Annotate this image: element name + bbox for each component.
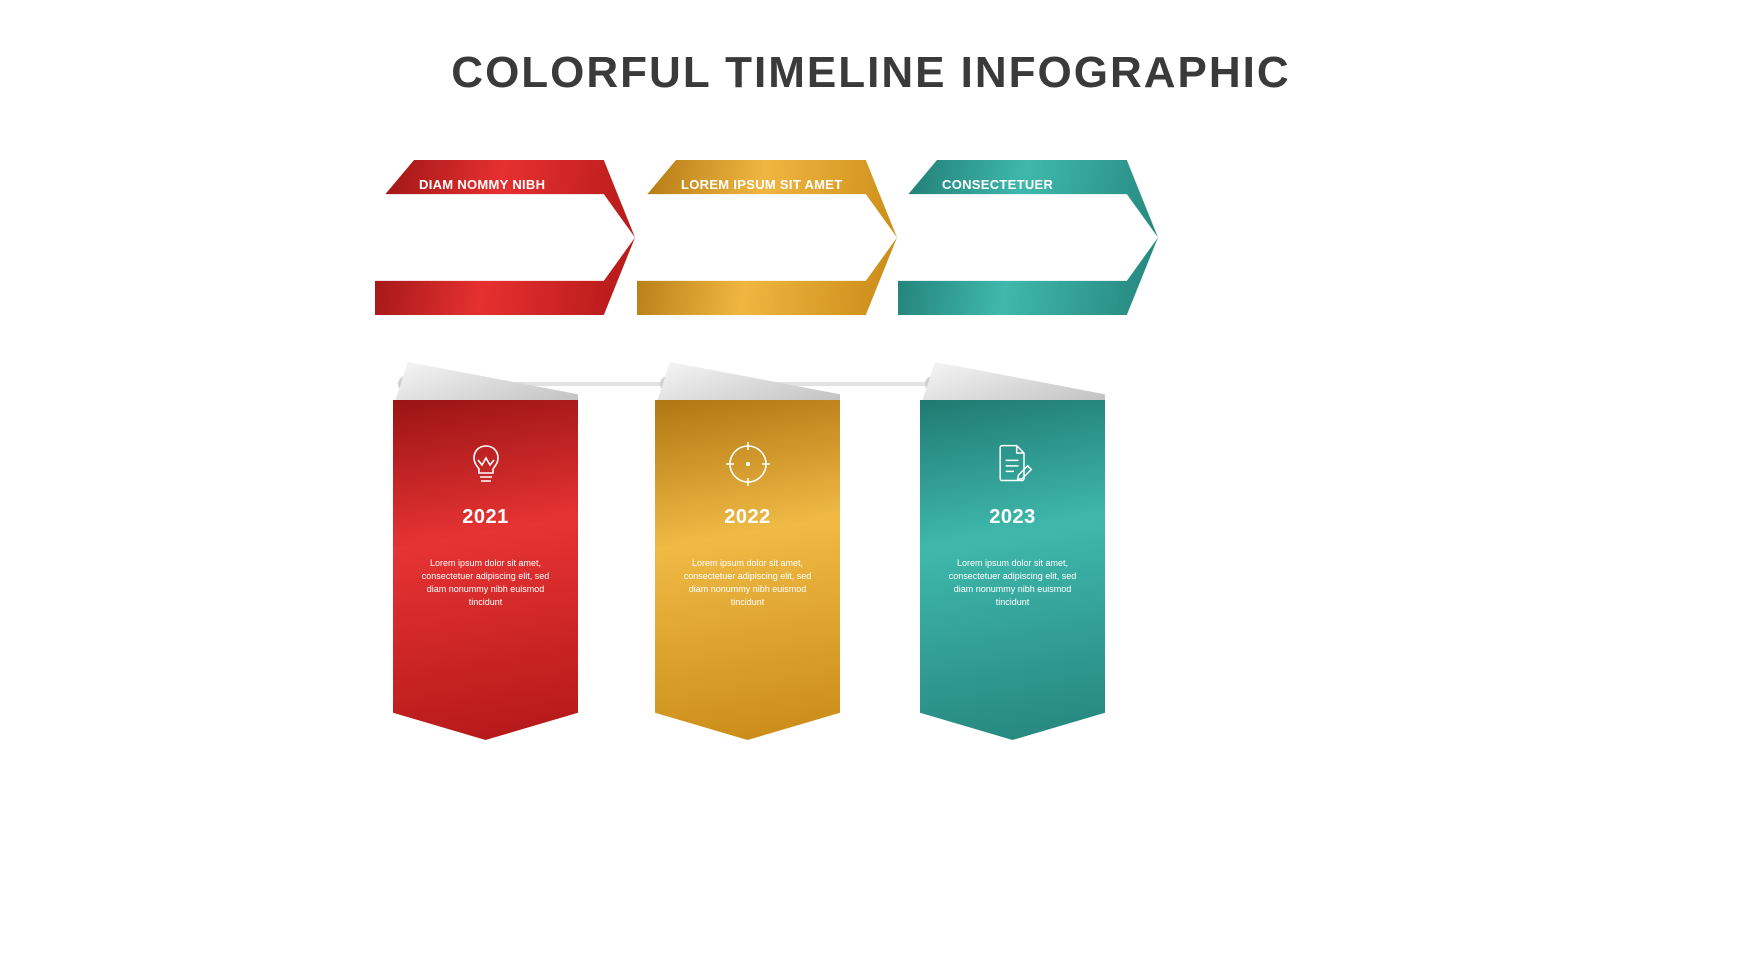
step-2-text: LOREM IPSUM SIT AMET Lorem ipsum dolor s… (681, 178, 856, 231)
steps-row: 01 DIAM NOMMY NIBH Lorem ipsum dolor sit… (345, 160, 1145, 320)
step-3-text: CONSECTETUER ADIPISCING Lorem ipsum dolo… (942, 178, 1117, 246)
step-2-desc: Lorem ipsum dolor sit amet, consectetuer… (681, 199, 856, 231)
card-1: 2021 Lorem ipsum dolor sit amet, consect… (393, 400, 578, 740)
target-icon (720, 436, 776, 492)
step-3-under (898, 315, 968, 333)
step-1: 01 DIAM NOMMY NIBH Lorem ipsum dolor sit… (375, 160, 635, 315)
step-1-number-badge: 01 (347, 206, 403, 262)
lightbulb-icon (458, 436, 514, 492)
card-2: 2022 Lorem ipsum dolor sit amet, consect… (655, 400, 840, 740)
document-edit-icon (985, 436, 1041, 492)
card-1-body: 2021 Lorem ipsum dolor sit amet, consect… (393, 400, 578, 740)
cards-row: 2021 Lorem ipsum dolor sit amet, consect… (393, 400, 1193, 800)
step-3-desc: Lorem ipsum dolor sit amet, consectetuer… (942, 214, 1117, 246)
step-3-number-badge: 03 (870, 206, 926, 262)
card-2-body: 2022 Lorem ipsum dolor sit amet, consect… (655, 400, 840, 740)
step-3: 03 CONSECTETUER ADIPISCING Lorem ipsum d… (898, 160, 1158, 315)
step-1-under (375, 315, 445, 333)
step-3-title: CONSECTETUER ADIPISCING (942, 178, 1117, 208)
step-1-desc: Lorem ipsum dolor sit amet, consectetuer… (419, 199, 594, 231)
card-3-body: 2023 Lorem ipsum dolor sit amet, consect… (920, 400, 1105, 740)
card-3-desc: Lorem ipsum dolor sit amet, consectetuer… (938, 557, 1087, 609)
step-1-title: DIAM NOMMY NIBH (419, 178, 594, 193)
step-2-under (637, 315, 707, 333)
card-3: 2023 Lorem ipsum dolor sit amet, consect… (920, 400, 1105, 740)
page-title: COLORFUL TIMELINE INFOGRAPHIC (0, 48, 1742, 98)
step-2-number-badge: 02 (609, 206, 665, 262)
card-2-desc: Lorem ipsum dolor sit amet, consectetuer… (673, 557, 822, 609)
card-1-year: 2021 (411, 506, 560, 529)
card-1-desc: Lorem ipsum dolor sit amet, consectetuer… (411, 557, 560, 609)
step-1-text: DIAM NOMMY NIBH Lorem ipsum dolor sit am… (419, 178, 594, 231)
card-3-year: 2023 (938, 506, 1087, 529)
step-2-title: LOREM IPSUM SIT AMET (681, 178, 856, 193)
card-2-year: 2022 (673, 506, 822, 529)
step-2: 02 LOREM IPSUM SIT AMET Lorem ipsum dolo… (637, 160, 897, 315)
